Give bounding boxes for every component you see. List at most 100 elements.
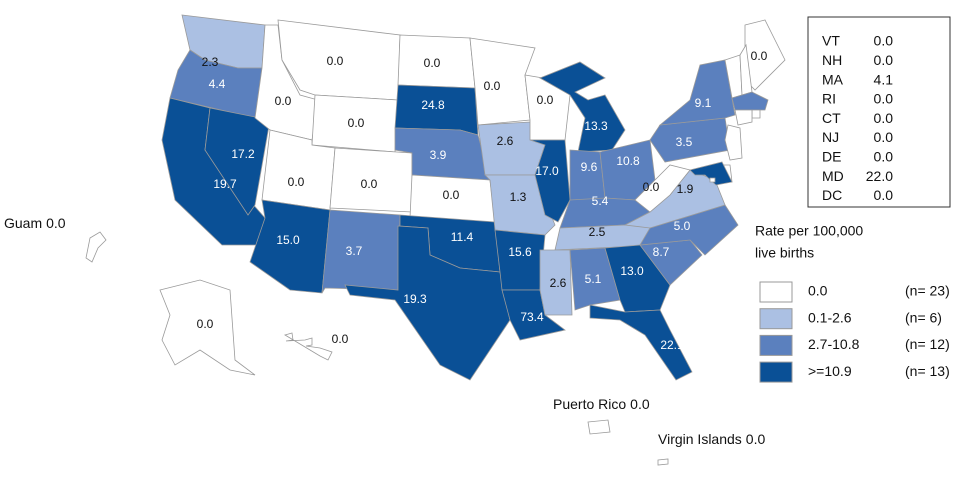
legend-label: >=10.9 <box>808 363 852 379</box>
table-value: 0.0 <box>874 52 894 68</box>
state-value: 9.6 <box>581 160 598 174</box>
state-value: 0.0 <box>424 56 441 70</box>
state <box>589 304 693 381</box>
state-value: 0.0 <box>484 79 501 93</box>
state-value: 1.9 <box>677 182 694 196</box>
table-value: 0.0 <box>874 110 894 126</box>
table-value: 4.1 <box>874 71 894 87</box>
table-value: 22.0 <box>866 168 893 184</box>
legend-count: (n= 12) <box>905 336 950 352</box>
state-value: 15.6 <box>508 245 532 259</box>
state-value: 3.5 <box>676 135 693 149</box>
state-value: 0.0 <box>348 116 365 130</box>
state <box>731 91 769 111</box>
state <box>751 109 761 119</box>
state <box>284 332 333 361</box>
territory <box>587 419 611 435</box>
table-value: 0.0 <box>874 91 894 107</box>
state-value: 5.4 <box>592 194 609 208</box>
territory-label: Puerto Rico 0.0 <box>553 396 650 412</box>
state-value: 15.0 <box>276 233 300 247</box>
state <box>494 229 546 291</box>
legend-label: 0.0 <box>808 283 828 299</box>
territory-name: Puerto Rico <box>553 396 626 412</box>
table-state: RI <box>822 91 836 107</box>
legend-count: (n= 23) <box>905 283 950 299</box>
state <box>539 249 573 316</box>
state-value: 2.6 <box>550 276 567 290</box>
state-value: 19.3 <box>403 292 427 306</box>
state-value: 9.1 <box>695 96 712 110</box>
state-value: 0.0 <box>197 317 214 331</box>
state-value: 10.8 <box>616 154 640 168</box>
table-state: NJ <box>822 129 839 145</box>
state-value: 1.3 <box>510 190 527 204</box>
table-value: 0.0 <box>874 129 894 145</box>
state-value: 3.9 <box>430 148 447 162</box>
state-value: 11.4 <box>451 230 474 244</box>
state-value: 0.0 <box>751 49 768 63</box>
table-state: CT <box>822 110 841 126</box>
table-state: MD <box>822 168 844 184</box>
territory <box>657 458 669 466</box>
state <box>734 109 753 126</box>
state-value: 5.1 <box>585 272 602 286</box>
state-value: 0.0 <box>288 175 305 189</box>
table-state: NH <box>822 52 842 68</box>
legend-title: Rate per 100,000 <box>755 223 863 239</box>
table-value: 0.0 <box>874 149 894 165</box>
territory-name: Virgin Islands <box>658 431 742 447</box>
state-value: 4.4 <box>209 77 226 91</box>
state-value: 2.5 <box>589 225 606 239</box>
state <box>724 124 743 161</box>
territory-label: Guam 0.0 <box>4 215 66 231</box>
state-value: 17.2 <box>231 147 255 161</box>
state-value: 0.0 <box>643 180 660 194</box>
territory-name: Guam <box>4 215 42 231</box>
state-value: 3.7 <box>346 244 363 258</box>
state-value: 0.0 <box>537 93 554 107</box>
state <box>469 37 536 126</box>
legend-swatch <box>759 334 793 356</box>
state <box>529 139 571 223</box>
legend-swatch <box>759 361 793 383</box>
territory <box>85 231 107 263</box>
state-value: 5.0 <box>674 219 691 233</box>
table-state: DE <box>822 149 841 165</box>
state-value: 0.0 <box>443 188 460 202</box>
state <box>709 177 716 183</box>
state-value: 0.0 <box>332 332 349 346</box>
territory-value: 0.0 <box>46 215 66 231</box>
state-value: 8.7 <box>653 245 670 259</box>
state-value: 13.0 <box>620 264 644 278</box>
table-state: DC <box>822 187 842 203</box>
state-value: 73.4 <box>520 310 544 324</box>
state <box>159 279 256 376</box>
territory-value: 0.0 <box>630 396 650 412</box>
table-box <box>807 16 951 208</box>
state <box>658 59 736 126</box>
territory-label: Virgin Islands 0.0 <box>658 431 765 447</box>
legend-label: 2.7-10.8 <box>808 336 860 352</box>
state-value: 22.1 <box>660 338 684 352</box>
state-value: 0.0 <box>275 94 292 108</box>
state-value: 0.0 <box>361 177 378 191</box>
table-value: 0.0 <box>874 33 894 49</box>
legend-title: live births <box>755 245 814 261</box>
table-state: VT <box>822 33 840 49</box>
state-value: 2.6 <box>497 134 514 148</box>
state <box>344 225 511 381</box>
state-value: 0.0 <box>327 54 344 68</box>
state <box>689 161 733 186</box>
legend-label: 0.1-2.6 <box>808 309 852 325</box>
territory-value: 0.0 <box>746 431 766 447</box>
legend-swatch <box>759 308 793 330</box>
table-state: MA <box>822 71 844 87</box>
state-value: 17.0 <box>535 164 559 178</box>
legend-count: (n= 6) <box>905 309 942 325</box>
state-value: 13.3 <box>584 119 608 133</box>
state-value: 19.7 <box>213 177 237 191</box>
legend-swatch <box>759 281 793 303</box>
legend-count: (n= 13) <box>905 363 950 379</box>
